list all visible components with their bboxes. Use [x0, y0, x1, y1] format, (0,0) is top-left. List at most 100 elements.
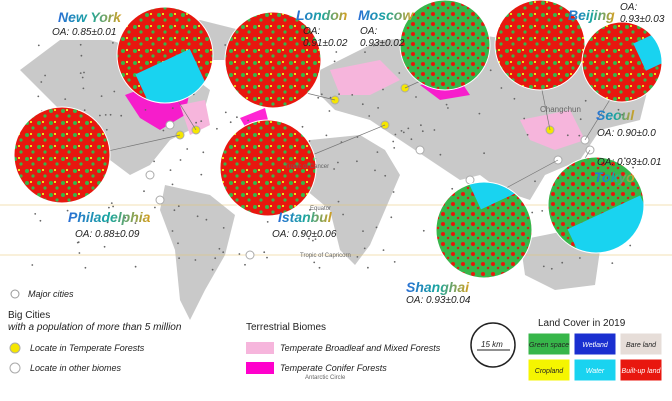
city-dot	[337, 200, 340, 203]
inset-border	[581, 21, 663, 103]
inset-border	[494, 0, 586, 91]
inset-water	[567, 195, 644, 253]
city-dot	[363, 247, 366, 250]
map-label: Equator	[310, 206, 331, 212]
city-dot	[84, 266, 87, 269]
city-dot	[483, 152, 485, 155]
city-dot	[342, 213, 344, 216]
city-dot	[40, 81, 43, 83]
city-dot	[584, 99, 587, 102]
city-dot	[186, 148, 189, 150]
city-dot	[368, 115, 371, 117]
city-dot	[247, 119, 250, 122]
city-dot	[611, 262, 614, 264]
city-dot	[447, 107, 449, 109]
map-label: Tropic of Capricorn	[300, 253, 351, 259]
city-dot	[64, 98, 67, 100]
city-dot	[110, 202, 113, 205]
city-dot	[108, 206, 110, 209]
city-inset	[225, 12, 321, 108]
land-cover-swatch	[527, 332, 571, 356]
city-dot	[112, 205, 114, 208]
land-cover-swatch	[619, 358, 663, 382]
city-dot	[134, 222, 137, 225]
legend-title: Land Cover in 2019	[538, 318, 626, 329]
big-city-marker	[145, 170, 155, 180]
inset-border	[435, 181, 533, 279]
city-accuracy: OA: 0.88±0.09	[75, 229, 140, 240]
city-inset	[495, 0, 585, 90]
city-dot	[579, 118, 582, 121]
city-dot	[196, 215, 199, 218]
city-dot	[244, 263, 246, 266]
city-dot	[76, 241, 79, 244]
city-dot	[374, 169, 376, 172]
city-dot	[420, 124, 422, 127]
scale-text: 15 km	[481, 340, 503, 349]
city-dot	[410, 138, 413, 141]
city-inset	[14, 107, 110, 203]
city-dot	[333, 168, 335, 170]
city-dot	[99, 114, 101, 117]
city-dot	[154, 206, 156, 209]
city-accuracy: OA:	[360, 26, 377, 37]
inset-land	[400, 0, 490, 90]
inset-border	[224, 11, 322, 109]
city-inset	[548, 157, 644, 253]
legend-title: Terrestrial Biomes	[246, 322, 326, 333]
city-dot	[214, 257, 217, 260]
city-dot	[224, 111, 227, 114]
city-dot	[561, 261, 564, 264]
city-accuracy: OA:	[620, 2, 637, 13]
legend-text: Major cities	[28, 289, 74, 299]
city-dot	[382, 88, 384, 91]
city-dot	[200, 120, 203, 122]
legend-text: Locate in other biomes	[30, 363, 122, 373]
city-dot	[112, 42, 114, 44]
city-dot	[236, 116, 238, 119]
city-dot	[338, 93, 340, 95]
city-dot	[542, 265, 545, 268]
city-dot	[171, 183, 174, 186]
land-cover-label: Cropland	[535, 368, 565, 375]
city-dot	[79, 43, 82, 46]
city-dot	[439, 153, 442, 156]
city-dot	[211, 268, 214, 271]
city-dot	[80, 54, 83, 57]
city-dot	[44, 74, 46, 77]
city-inset	[220, 120, 316, 216]
inset-border	[399, 0, 491, 91]
city-dot	[120, 114, 123, 117]
city-dot	[308, 140, 311, 142]
big-city-marker	[465, 175, 475, 185]
legend-symbol	[10, 289, 20, 299]
city-dot	[216, 127, 218, 130]
city-dot	[301, 125, 304, 128]
city-dot	[489, 69, 492, 72]
city-dot	[179, 159, 182, 161]
legend-swatch	[246, 342, 274, 354]
city-dot	[104, 114, 107, 116]
inset-water	[633, 30, 662, 71]
city-accuracy: 0.93±0.02	[360, 38, 405, 49]
city-name: London	[296, 7, 347, 23]
city-accuracy: 0.91±0.02	[303, 38, 348, 49]
big-city-marker	[245, 250, 255, 260]
city-dot	[566, 134, 569, 137]
city-dot	[195, 121, 198, 124]
city-dot	[224, 44, 227, 46]
city-dot	[531, 211, 534, 214]
city-dot	[415, 96, 417, 98]
city-dot	[422, 229, 425, 232]
inset-land	[14, 107, 110, 203]
city-dot	[621, 113, 624, 116]
city-dot	[202, 151, 205, 154]
city-accuracy: OA: 0.93±0.04	[406, 295, 471, 306]
land-cover-swatch	[573, 332, 617, 356]
city-dot	[375, 226, 378, 229]
legend-text: Temperate Conifer Forests	[280, 363, 387, 373]
city-dot	[335, 51, 338, 53]
city-dot	[325, 134, 328, 137]
city-dot	[320, 93, 323, 96]
city-dot	[105, 128, 108, 131]
